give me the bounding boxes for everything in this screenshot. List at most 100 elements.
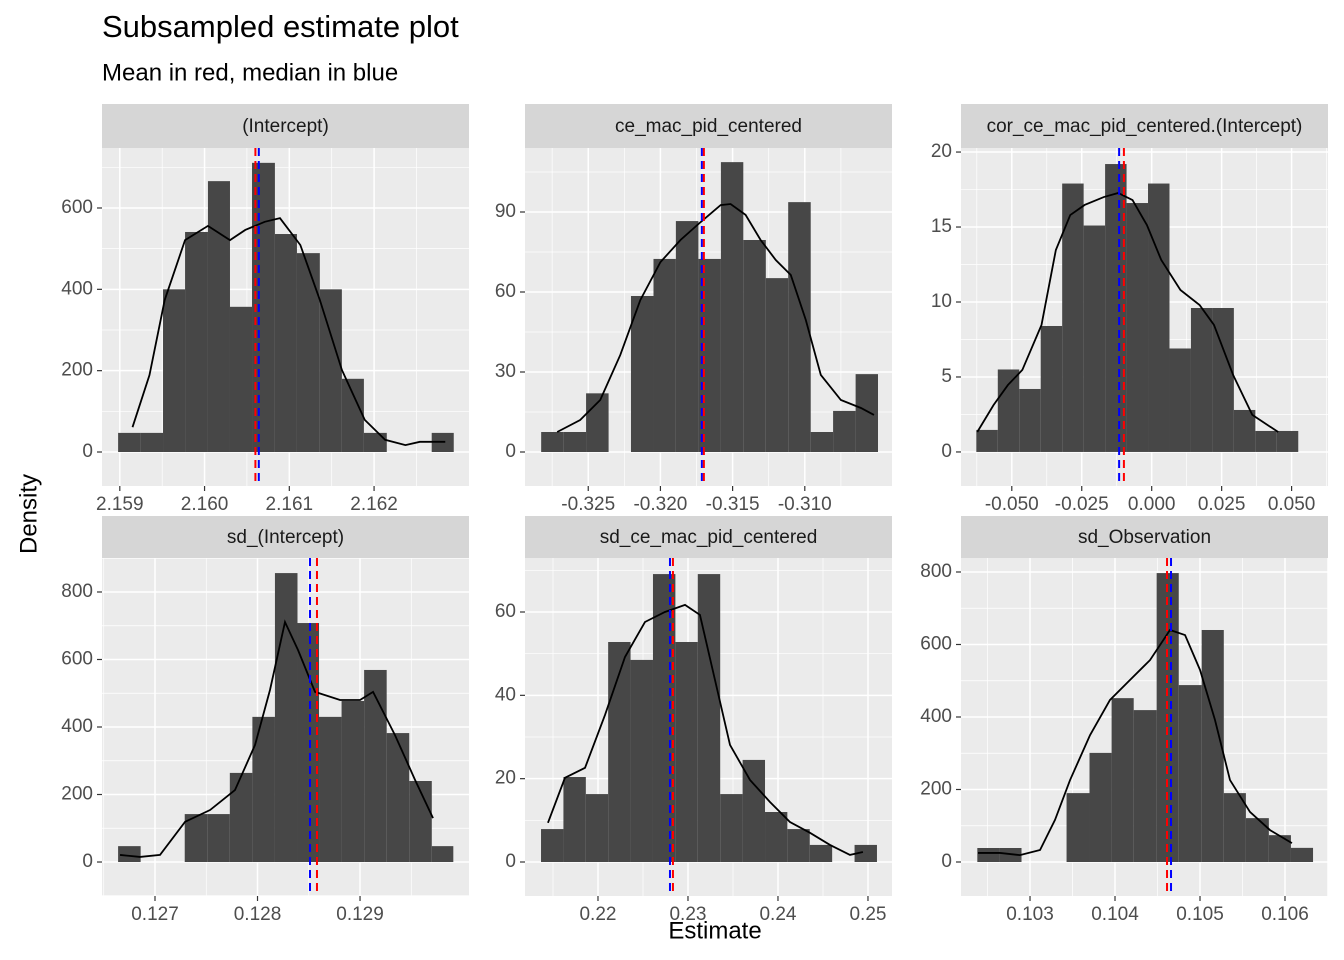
bar — [585, 794, 609, 862]
bar — [163, 289, 186, 453]
bar — [563, 777, 586, 862]
y-tick-label: 200 — [920, 779, 952, 800]
x-tick-label: 0.106 — [1261, 904, 1309, 925]
bar — [833, 410, 856, 452]
x-tick-label: 0.25 — [849, 904, 886, 925]
bar — [341, 378, 364, 453]
x-tick-label: -0.310 — [778, 494, 832, 515]
panel-title: sd_(Intercept) — [227, 527, 344, 548]
x-tick-label: 0.22 — [579, 904, 616, 925]
y-tick-label: 800 — [920, 561, 952, 582]
x-tick-label: 2.161 — [266, 494, 314, 515]
bar — [1111, 698, 1134, 862]
density-curve — [556, 203, 875, 433]
y-tick-label: 600 — [61, 649, 93, 670]
panel — [961, 148, 1328, 486]
y-tick-label: 0 — [505, 441, 516, 462]
bar — [765, 812, 788, 862]
y-tick-label: 0 — [505, 851, 516, 872]
panel — [525, 148, 892, 486]
bar — [1148, 183, 1170, 452]
strip — [525, 516, 892, 558]
bar — [140, 432, 164, 453]
panel-title: cor_ce_mac_pid_centered.(Intercept) — [987, 116, 1303, 137]
bar — [977, 848, 1000, 862]
bar — [976, 429, 998, 452]
bar — [274, 234, 297, 453]
bar — [252, 162, 275, 453]
bar — [1040, 325, 1063, 452]
y-tick-label: 5 — [941, 366, 952, 387]
x-tick-label: 0.127 — [131, 904, 179, 925]
bar — [252, 716, 275, 863]
y-tick-label: 90 — [495, 201, 516, 222]
y-tick-label: 400 — [920, 706, 952, 727]
bar — [742, 759, 766, 862]
strip — [102, 104, 469, 148]
bar — [319, 716, 342, 863]
bar — [1062, 183, 1084, 452]
x-tick-label: 0.050 — [1268, 494, 1316, 515]
y-tick-label: 40 — [495, 684, 516, 705]
strip-group: cor_ce_mac_pid_centered.(Intercept) — [987, 116, 1303, 137]
bar — [720, 794, 743, 862]
x-tick-label: 0.104 — [1091, 904, 1139, 925]
bar — [1223, 793, 1246, 862]
x-tick-label: -0.025 — [1055, 494, 1109, 515]
bar — [386, 733, 410, 863]
bar — [787, 829, 810, 862]
y-tick-label: 20 — [495, 768, 516, 789]
strip-group: sd_(Intercept) — [227, 527, 344, 548]
panel-title: (Intercept) — [242, 116, 329, 137]
bar — [409, 781, 432, 863]
bar — [1083, 225, 1106, 452]
bar — [1245, 818, 1269, 862]
x-tick-label: 2.162 — [350, 494, 398, 515]
y-tick-label: 0 — [941, 851, 952, 872]
x-tick-label: 0.23 — [669, 904, 706, 925]
panel-title: sd_Observation — [1078, 527, 1211, 548]
y-tick-label: 60 — [495, 281, 516, 302]
y-tick-label: 600 — [61, 197, 93, 218]
bar — [652, 574, 676, 862]
y-axis-label: Density — [15, 474, 42, 554]
bar — [274, 573, 298, 863]
y-tick-label: 200 — [61, 360, 93, 381]
bar — [207, 181, 230, 453]
x-tick-label: 2.160 — [181, 494, 229, 515]
panel — [961, 558, 1328, 896]
y-tick-label: 200 — [61, 784, 93, 805]
y-tick-label: 60 — [495, 601, 516, 622]
x-tick-label: -0.050 — [985, 494, 1039, 515]
bar — [608, 642, 631, 862]
bar — [809, 844, 833, 862]
bar — [1089, 752, 1112, 862]
x-tick-label: 0.24 — [759, 904, 796, 925]
bar — [229, 772, 253, 863]
bar — [207, 814, 230, 863]
panel-title: sd_ce_mac_pid_centered — [600, 527, 818, 548]
bar — [1066, 793, 1090, 862]
strip — [961, 516, 1328, 558]
bar — [1201, 629, 1224, 862]
bar — [1190, 308, 1213, 452]
bar — [1233, 409, 1256, 452]
density-curve — [131, 217, 446, 447]
y-tick-label: 15 — [931, 216, 952, 237]
x-tick-label: -0.315 — [706, 494, 760, 515]
panel — [102, 558, 469, 896]
x-tick-label: -0.320 — [633, 494, 687, 515]
bar — [1276, 430, 1299, 452]
x-axis-label: Estimate — [668, 917, 761, 944]
bar — [363, 432, 387, 453]
strip-group: sd_ce_mac_pid_centered — [600, 527, 818, 548]
bar — [630, 659, 653, 862]
bar — [630, 296, 654, 452]
strip-group: sd_Observation — [1078, 527, 1211, 548]
x-tick-label: -0.325 — [561, 494, 615, 515]
bar — [855, 374, 878, 452]
panel — [525, 558, 892, 896]
bar — [675, 642, 698, 862]
